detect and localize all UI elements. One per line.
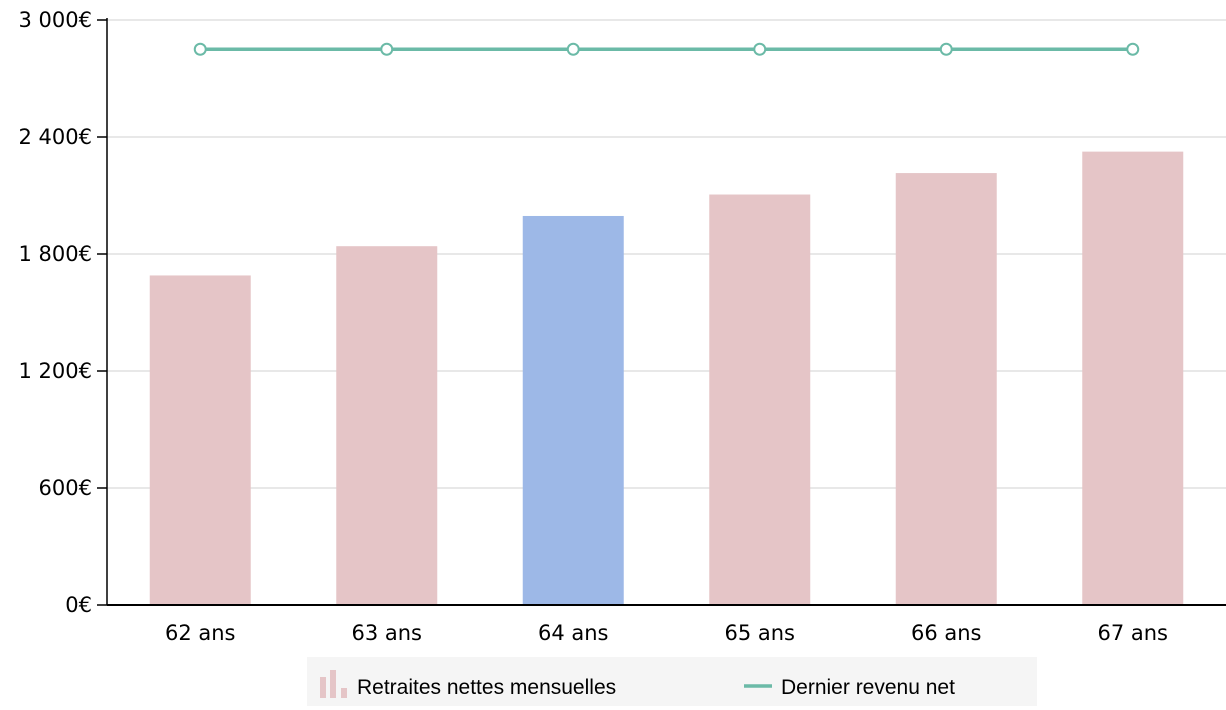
legend-label-line: Dernier revenu net bbox=[781, 676, 955, 699]
legend: Retraites nettes mensuelles Dernier reven… bbox=[307, 657, 1037, 706]
bar bbox=[895, 173, 997, 605]
y-tick-label: 1 200€ bbox=[19, 359, 92, 383]
line-point bbox=[753, 42, 767, 56]
line-series bbox=[193, 42, 1140, 56]
y-tick-label: 2 400€ bbox=[19, 125, 92, 149]
y-tick-labels: 0€ 600€ 1 200€ 1 800€ 2 400€ 3 000€ bbox=[19, 8, 92, 617]
axes bbox=[97, 18, 1226, 606]
legend-background bbox=[307, 657, 1037, 706]
grid-lines bbox=[107, 19, 1226, 489]
line-point bbox=[939, 42, 953, 56]
y-tick-label: 0€ bbox=[65, 593, 92, 617]
bar-chart-icon-bar bbox=[320, 677, 326, 698]
bar-chart-icon-bar bbox=[341, 688, 347, 698]
x-tick-label: 67 ans bbox=[1097, 621, 1168, 645]
bar bbox=[149, 275, 251, 605]
x-tick-labels: 62 ans 63 ans 64 ans 65 ans 66 ans 67 ans bbox=[165, 621, 1168, 645]
x-tick-label: 66 ans bbox=[911, 621, 982, 645]
bars bbox=[149, 151, 1184, 605]
line-point bbox=[1126, 42, 1140, 56]
bar bbox=[336, 246, 438, 605]
line-point bbox=[380, 42, 394, 56]
bar-chart-icon-bar bbox=[330, 670, 336, 698]
y-tick-label: 600€ bbox=[39, 476, 92, 500]
y-tick-label: 3 000€ bbox=[19, 8, 92, 32]
bar bbox=[709, 194, 811, 605]
y-tick-label: 1 800€ bbox=[19, 242, 92, 266]
x-tick-label: 62 ans bbox=[165, 621, 236, 645]
x-tick-label: 65 ans bbox=[724, 621, 795, 645]
legend-label-bars: Retraites nettes mensuelles bbox=[357, 676, 616, 699]
bar bbox=[1082, 151, 1184, 605]
x-tick-label: 63 ans bbox=[351, 621, 422, 645]
x-tick-label: 64 ans bbox=[538, 621, 609, 645]
line-point bbox=[566, 42, 580, 56]
bar-chart-icon bbox=[320, 670, 347, 698]
bar bbox=[522, 215, 624, 605]
line-point bbox=[193, 42, 207, 56]
